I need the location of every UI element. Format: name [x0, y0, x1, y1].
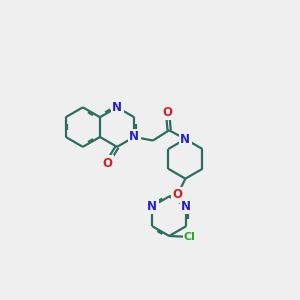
- Text: N: N: [112, 101, 122, 114]
- Text: N: N: [180, 133, 190, 146]
- Text: N: N: [147, 200, 157, 213]
- Text: N: N: [181, 200, 191, 213]
- Text: O: O: [163, 106, 172, 118]
- Text: O: O: [172, 188, 182, 201]
- Text: O: O: [102, 157, 112, 169]
- Text: N: N: [129, 130, 139, 143]
- Text: Cl: Cl: [184, 232, 196, 242]
